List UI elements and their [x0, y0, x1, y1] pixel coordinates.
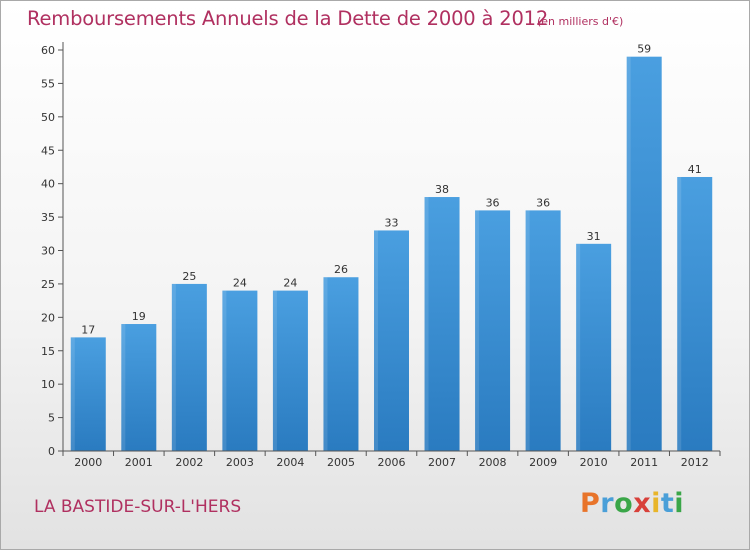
bar-highlight — [677, 176, 682, 451]
y-tick-label: 15 — [41, 345, 55, 358]
x-tick-label: 2008 — [479, 456, 507, 469]
data-label: 36 — [536, 196, 550, 209]
logo-letter: P — [580, 488, 601, 519]
y-tick-label: 25 — [41, 278, 55, 291]
logo-letter: i — [674, 488, 685, 519]
x-tick-label: 2005 — [327, 456, 355, 469]
y-tick-label: 20 — [41, 311, 55, 324]
bar-highlight — [374, 230, 378, 451]
bar-highlight — [525, 210, 530, 451]
y-tick-label: 0 — [48, 445, 55, 458]
y-tick-label: 55 — [41, 77, 55, 90]
x-tick-label: 2002 — [175, 456, 203, 469]
x-tick-label: 2010 — [580, 456, 608, 469]
bar-highlight — [121, 324, 126, 451]
data-label: 41 — [688, 163, 702, 176]
data-label: 24 — [233, 277, 247, 290]
bar — [576, 243, 612, 451]
y-tick-label: 60 — [41, 44, 55, 57]
chart-title: Remboursements Annuels de la Dette de 20… — [27, 7, 549, 30]
data-label: 38 — [435, 183, 449, 196]
x-tick-label: 2003 — [226, 456, 254, 469]
y-tick-label: 45 — [41, 144, 55, 157]
bar — [424, 197, 460, 451]
x-tick-label: 2000 — [74, 456, 102, 469]
bar-highlight — [576, 243, 581, 451]
chart-subtitle: (en milliers d'€) — [537, 15, 624, 28]
bar-highlight — [70, 337, 75, 451]
logo-letter: r — [600, 488, 615, 519]
logo-letter: x — [633, 488, 652, 519]
x-tick-label: 2011 — [630, 456, 658, 469]
y-tick-label: 10 — [41, 378, 55, 391]
data-label: 19 — [132, 310, 146, 323]
bar — [70, 337, 106, 451]
data-label: 17 — [81, 323, 95, 336]
bar-highlight — [323, 277, 328, 451]
x-tick-label: 2001 — [125, 456, 153, 469]
data-label: 26 — [334, 263, 348, 276]
bar — [374, 230, 409, 451]
y-tick-label: 5 — [48, 412, 55, 425]
data-label: 33 — [385, 216, 399, 229]
y-tick-label: 35 — [41, 211, 55, 224]
bar — [626, 56, 662, 451]
bar-highlight — [222, 290, 227, 451]
x-tick-label: 2006 — [378, 456, 406, 469]
x-tick-label: 2009 — [529, 456, 557, 469]
y-tick-label: 30 — [41, 245, 55, 258]
bar-highlight — [171, 283, 176, 451]
bar-highlight — [272, 290, 277, 451]
bar — [525, 210, 561, 451]
logo-letter: t — [660, 488, 675, 519]
bar — [272, 290, 308, 451]
logo-letter: i — [651, 488, 661, 519]
y-tick-label: 50 — [41, 111, 55, 124]
data-label: 31 — [587, 230, 601, 243]
data-label: 59 — [637, 43, 651, 56]
bar-highlight — [475, 210, 480, 451]
bar — [323, 277, 359, 451]
bar — [475, 210, 511, 451]
bar — [121, 324, 157, 451]
x-tick-label: 2007 — [428, 456, 456, 469]
bar-highlight — [424, 197, 429, 451]
bar — [171, 283, 207, 451]
x-tick-label: 2004 — [276, 456, 304, 469]
x-tick-label: 2012 — [681, 456, 709, 469]
bar-highlight — [626, 56, 631, 451]
bar — [222, 290, 258, 451]
data-label: 25 — [182, 270, 196, 283]
y-tick-label: 40 — [41, 178, 55, 191]
bar — [677, 176, 713, 451]
commune-name: LA BASTIDE-SUR-L'HERS — [34, 497, 242, 517]
logo-letter: o — [614, 488, 634, 519]
data-label: 24 — [283, 277, 297, 290]
proxiti-logo[interactable]: Proxiti — [580, 488, 684, 519]
data-label: 36 — [486, 196, 500, 209]
